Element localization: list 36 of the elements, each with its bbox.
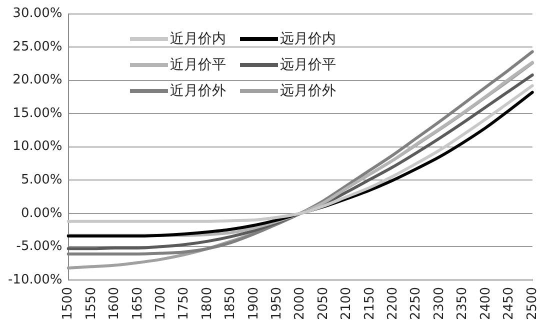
legend-label: 近月价外: [170, 82, 226, 100]
legend-label: 远月价平: [280, 56, 336, 74]
legend-label: 近月价平: [170, 56, 226, 74]
x-tick-label: 2400: [478, 286, 494, 320]
y-tick-label: 10.00%: [12, 139, 62, 154]
x-tick-label: 2450: [502, 286, 517, 320]
x-tick-label: 2350: [455, 286, 470, 320]
x-tick-label: 2050: [316, 286, 331, 320]
x-tick-label: 1850: [223, 286, 238, 320]
x-tick-label: 1500: [60, 286, 76, 320]
y-tick-label: 20.00%: [12, 72, 62, 88]
x-tick-label: 1550: [84, 286, 99, 320]
y-tick-label: 30.00%: [12, 6, 62, 22]
x-tick-label: 1900: [246, 286, 262, 320]
y-tick-label: -5.00%: [16, 239, 62, 254]
legend-label: 远月价内: [280, 30, 336, 48]
y-tick-label: 15.00%: [12, 106, 62, 121]
legend-label: 远月价外: [280, 82, 336, 100]
legend-label: 近月价内: [170, 30, 226, 48]
x-tick-label: 2250: [408, 286, 424, 320]
x-tick-label: 2150: [362, 286, 378, 320]
x-tick-label: 1600: [107, 286, 122, 320]
y-tick-label: -10.00%: [8, 272, 62, 288]
x-tick-label: 2500: [524, 286, 540, 320]
x-tick-label: 1650: [130, 286, 146, 320]
x-tick-label: 1750: [176, 286, 192, 320]
x-tick-label: 2300: [432, 286, 447, 320]
x-tick-label: 1800: [200, 286, 215, 320]
x-tick-label: 2000: [292, 286, 308, 320]
x-tick-label: 2200: [386, 286, 401, 320]
y-tick-label: 0.00%: [20, 206, 62, 221]
y-tick-label: 5.00%: [20, 172, 62, 188]
y-tick-label: 25.00%: [12, 39, 62, 54]
x-tick-label: 1700: [153, 286, 168, 320]
x-tick-label: 1950: [270, 286, 284, 320]
x-tick-label: 2100: [339, 286, 354, 320]
